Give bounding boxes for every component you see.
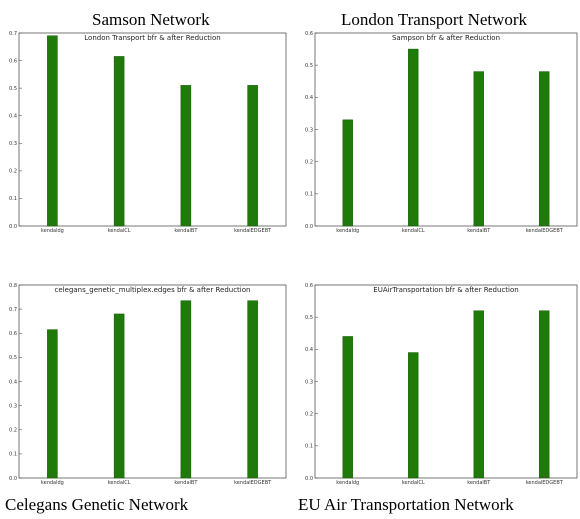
y-tick-label: 0.1 xyxy=(9,196,17,202)
y-tick-label: 0.0 xyxy=(9,224,17,230)
y-tick-label: 0.5 xyxy=(9,355,17,361)
bar-kendalEDGEBT xyxy=(539,310,550,479)
y-tick-label: 0.3 xyxy=(9,403,17,409)
bar-kendalCL xyxy=(408,48,419,227)
y-tick-label: 0.4 xyxy=(9,379,17,385)
caption-celegans-genetic-network: Celegans Genetic Network xyxy=(5,495,189,514)
x-tick-label: kendalEDGEBT xyxy=(526,480,564,486)
y-tick-label: 0.4 xyxy=(305,347,313,353)
chart-panel-4: EUAirTransportation bfr & after Reductio… xyxy=(301,282,580,492)
y-tick-label: 0.2 xyxy=(9,428,17,434)
plot-area xyxy=(314,284,578,479)
x-tick-label: kendaldg xyxy=(336,480,359,486)
bar-kendalCL xyxy=(113,56,125,227)
x-tick-label: kendalCL xyxy=(108,228,131,234)
x-tick-label: kendalCL xyxy=(402,480,425,486)
y-tick-label: 0.0 xyxy=(305,224,313,230)
chart-panel-3: celegans_genetic_multiplex.edges bfr & a… xyxy=(5,282,290,492)
bar-kendalEDGEBT xyxy=(247,85,258,227)
y-tick-label: 0.6 xyxy=(9,331,17,337)
y-tick-label: 0.2 xyxy=(9,169,17,175)
x-tick-label: kendalEDGEBT xyxy=(526,228,564,234)
x-tick-label: kendalCL xyxy=(108,480,131,486)
y-tick-label: 0.1 xyxy=(9,452,17,458)
bar-kendalBT xyxy=(180,300,192,479)
bar-kendaldg xyxy=(47,329,58,479)
chart-title: Sampson bfr & after Reduction xyxy=(392,34,500,42)
x-tick-label: kendalEDGEBT xyxy=(234,228,272,234)
y-tick-label: 0.1 xyxy=(305,444,313,450)
y-tick-label: 0.0 xyxy=(305,476,313,482)
plot-area xyxy=(18,32,287,227)
y-tick-label: 0.1 xyxy=(305,192,313,198)
y-tick-label: 0.8 xyxy=(9,283,17,289)
bar-kendalBT xyxy=(473,310,484,479)
y-tick-label: 0.3 xyxy=(305,127,313,133)
y-tick-label: 0.7 xyxy=(9,307,17,313)
x-tick-label: kendalBT xyxy=(174,480,198,486)
x-tick-label: kendaldg xyxy=(336,228,359,234)
y-tick-label: 0.3 xyxy=(9,141,17,147)
x-tick-label: kendaldg xyxy=(41,228,64,234)
caption-samson-network: Samson Network xyxy=(92,10,210,29)
bar-kendalBT xyxy=(180,85,192,227)
x-tick-label: kendalEDGEBT xyxy=(234,480,272,486)
x-tick-label: kendalBT xyxy=(467,480,491,486)
y-tick-label: 0.0 xyxy=(9,476,17,482)
y-tick-label: 0.2 xyxy=(305,411,313,417)
chart-svg: Sampson bfr & after Reduction 0.0 0.1 0.2 0.… xyxy=(305,31,578,234)
chart-title: celegans_genetic_multiplex.edges bfr & a… xyxy=(55,286,251,294)
y-tick-label: 0.6 xyxy=(9,58,17,64)
bar-kendaldg xyxy=(47,35,58,227)
chart-svg: celegans_genetic_multiplex.edges bfr & a… xyxy=(9,283,287,486)
x-tick-label: kendalCL xyxy=(402,228,425,234)
y-tick-label: 0.2 xyxy=(305,159,313,165)
y-tick-label: 0.4 xyxy=(305,95,313,101)
caption-eu-air-transportation-network: EU Air Transportation Network xyxy=(298,495,514,514)
bar-kendalEDGEBT xyxy=(247,300,258,479)
plot-area xyxy=(314,32,578,227)
plot-area xyxy=(18,284,287,479)
chart-svg: EUAirTransportation bfr & after Reductio… xyxy=(305,283,578,486)
y-tick-label: 0.5 xyxy=(305,63,313,69)
bar-kendalCL xyxy=(113,313,125,479)
x-tick-label: kendaldg xyxy=(41,480,64,486)
bar-kendalCL xyxy=(408,352,419,479)
caption-london-transport-network: London Transport Network xyxy=(341,10,528,29)
x-tick-label: kendalBT xyxy=(467,228,491,234)
y-tick-label: 0.5 xyxy=(9,86,17,92)
bar-kendaldg xyxy=(342,336,353,479)
chart-panel-1: London Transport bfr & after Reduction 0.… xyxy=(5,30,290,240)
bar-kendaldg xyxy=(342,119,353,227)
y-tick-label: 0.6 xyxy=(305,283,313,289)
x-tick-label: kendalBT xyxy=(174,228,198,234)
y-tick-label: 0.6 xyxy=(305,31,313,37)
chart-panel-2: Sampson bfr & after Reduction 0.0 0.1 0.2 0.… xyxy=(301,30,580,240)
chart-svg: London Transport bfr & after Reduction 0.… xyxy=(9,31,287,234)
bar-kendalEDGEBT xyxy=(539,71,550,227)
bar-kendalBT xyxy=(473,71,484,227)
y-tick-label: 0.4 xyxy=(9,114,17,120)
chart-title: EUAirTransportation bfr & after Reductio… xyxy=(373,286,518,294)
y-tick-label: 0.7 xyxy=(9,31,17,37)
y-tick-label: 0.5 xyxy=(305,315,313,321)
chart-title: London Transport bfr & after Reduction xyxy=(84,34,220,42)
y-tick-label: 0.3 xyxy=(305,379,313,385)
